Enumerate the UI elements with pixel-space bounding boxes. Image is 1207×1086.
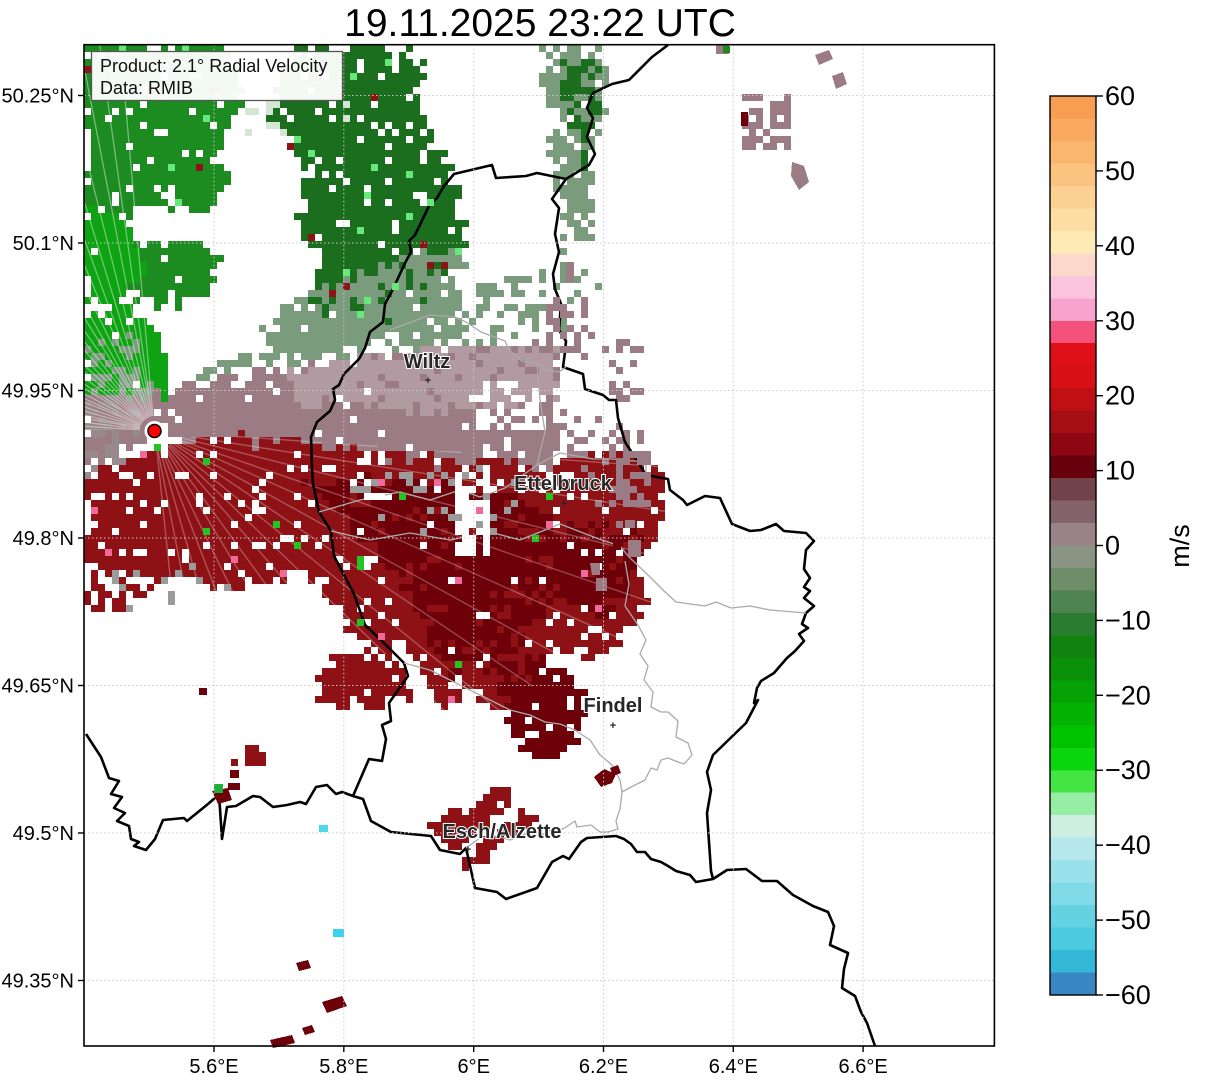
svg-text:50.25°N: 50.25°N bbox=[2, 86, 75, 108]
svg-text:6.2°E: 6.2°E bbox=[579, 1056, 628, 1078]
svg-text:−20: −20 bbox=[1105, 680, 1151, 710]
svg-text:49.95°N: 49.95°N bbox=[2, 381, 75, 403]
svg-text:Findel: Findel bbox=[584, 695, 643, 717]
svg-text:m/s: m/s bbox=[1165, 524, 1195, 568]
svg-text:49.35°N: 49.35°N bbox=[2, 971, 75, 993]
svg-text:49.65°N: 49.65°N bbox=[2, 676, 75, 698]
svg-text:0: 0 bbox=[1105, 531, 1120, 561]
svg-text:30: 30 bbox=[1105, 306, 1135, 336]
svg-text:−50: −50 bbox=[1105, 905, 1151, 935]
svg-text:49.5°N: 49.5°N bbox=[13, 823, 74, 845]
svg-text:+: + bbox=[425, 375, 431, 387]
svg-text:−30: −30 bbox=[1105, 755, 1151, 785]
svg-text:−60: −60 bbox=[1105, 980, 1151, 1010]
svg-text:20: 20 bbox=[1105, 381, 1135, 411]
svg-text:Data: RMIB: Data: RMIB bbox=[100, 78, 193, 98]
svg-text:40: 40 bbox=[1105, 231, 1135, 261]
svg-text:+: + bbox=[610, 720, 616, 732]
svg-text:Esch/Alzette: Esch/Alzette bbox=[443, 821, 562, 843]
svg-text:6.6°E: 6.6°E bbox=[839, 1056, 888, 1078]
svg-text:Ettelbruck: Ettelbruck bbox=[514, 473, 613, 495]
svg-text:50: 50 bbox=[1105, 156, 1135, 186]
svg-text:+: + bbox=[465, 844, 471, 856]
svg-text:−10: −10 bbox=[1105, 605, 1151, 635]
svg-text:50.1°N: 50.1°N bbox=[13, 233, 74, 255]
svg-text:10: 10 bbox=[1105, 456, 1135, 486]
svg-text:6.4°E: 6.4°E bbox=[709, 1056, 758, 1078]
svg-text:5.8°E: 5.8°E bbox=[319, 1056, 368, 1078]
svg-text:49.8°N: 49.8°N bbox=[13, 528, 74, 550]
svg-text:+: + bbox=[561, 498, 567, 510]
svg-text:19.11.2025 23:22 UTC: 19.11.2025 23:22 UTC bbox=[344, 2, 736, 45]
svg-text:Product: 2.1° Radial Velocity: Product: 2.1° Radial Velocity bbox=[100, 56, 327, 76]
svg-text:−40: −40 bbox=[1105, 830, 1151, 860]
svg-text:60: 60 bbox=[1105, 81, 1135, 111]
svg-text:5.6°E: 5.6°E bbox=[189, 1056, 238, 1078]
svg-text:6°E: 6°E bbox=[457, 1056, 489, 1078]
svg-text:Wiltz: Wiltz bbox=[404, 351, 450, 373]
